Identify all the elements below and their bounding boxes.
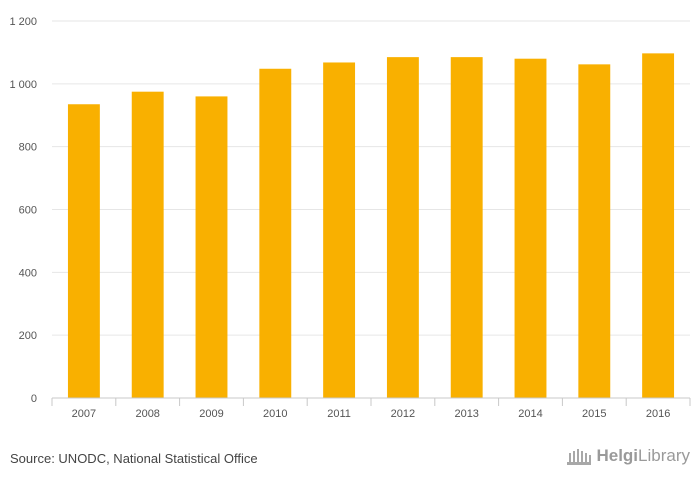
x-tick-label: 2010 [263,408,287,420]
y-tick-label: 1 000 [9,79,37,91]
x-tick-label: 2014 [518,408,542,420]
logo-text-helgi: Helgi [596,446,639,465]
y-tick-label: 800 [19,142,37,154]
y-tick-label: 600 [19,205,37,217]
bar-2011[interactable] [323,62,356,398]
x-tick-label: 2009 [199,408,223,420]
bar-2016[interactable] [642,53,675,399]
helgi-library-logo[interactable]: HelgiLibrary [566,446,690,466]
y-tick-label: 400 [19,267,37,279]
bars [67,53,675,399]
bar-2008[interactable] [131,91,164,398]
bar-2009[interactable] [195,96,228,399]
x-tick-label: 2015 [582,408,606,420]
y-tick-label: 1 200 [9,16,37,28]
x-tick-label: 2016 [646,408,670,420]
x-axis: 2007 2008 2009 2010 2011 2012 2013 2014 2015 2016 [51,397,691,420]
x-tick-label: 2007 [72,408,96,420]
bar-2013[interactable] [450,57,483,399]
x-tick-label: 2013 [454,408,478,420]
source-note: Source: UNODC, National Statistical Offi… [10,451,258,466]
library-building-icon [567,449,592,465]
y-tick-label: 200 [19,330,37,342]
bar-2010[interactable] [259,68,292,399]
y-tick-label: 0 [31,393,37,405]
bar-2015[interactable] [578,64,611,398]
x-tick-label: 2008 [135,408,159,420]
bar-chart: 0 200 400 600 800 1 000 1 200 2007 2008 2009 2010… [9,16,691,420]
y-axis: 0 200 400 600 800 1 000 1 200 [9,16,37,405]
bar-2012[interactable] [386,57,419,399]
x-tick-label: 2012 [391,408,415,420]
logo-text-library: Library [638,446,690,465]
bar-2007[interactable] [67,104,100,399]
bar-2014[interactable] [514,58,547,398]
x-tick-label: 2011 [327,408,351,420]
